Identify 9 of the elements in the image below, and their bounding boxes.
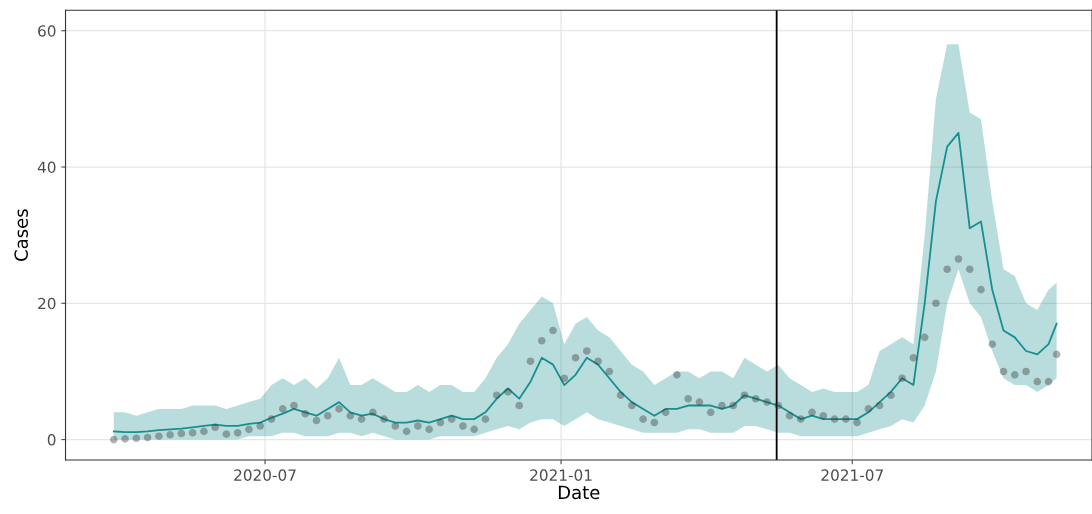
x-tick-label: 2021-07 bbox=[821, 469, 883, 481]
x-axis-title: Date bbox=[558, 485, 600, 500]
y-axis-title: Cases bbox=[14, 209, 28, 261]
x-tick-label: 2021-01 bbox=[530, 469, 592, 481]
y-tick-label: 40 bbox=[37, 161, 56, 174]
y-tick-label: 20 bbox=[38, 297, 56, 310]
y-tick-label: 0 bbox=[47, 434, 56, 446]
x-tick-label: 2020-07 bbox=[234, 469, 296, 481]
y-tick-label: 60 bbox=[38, 25, 56, 37]
